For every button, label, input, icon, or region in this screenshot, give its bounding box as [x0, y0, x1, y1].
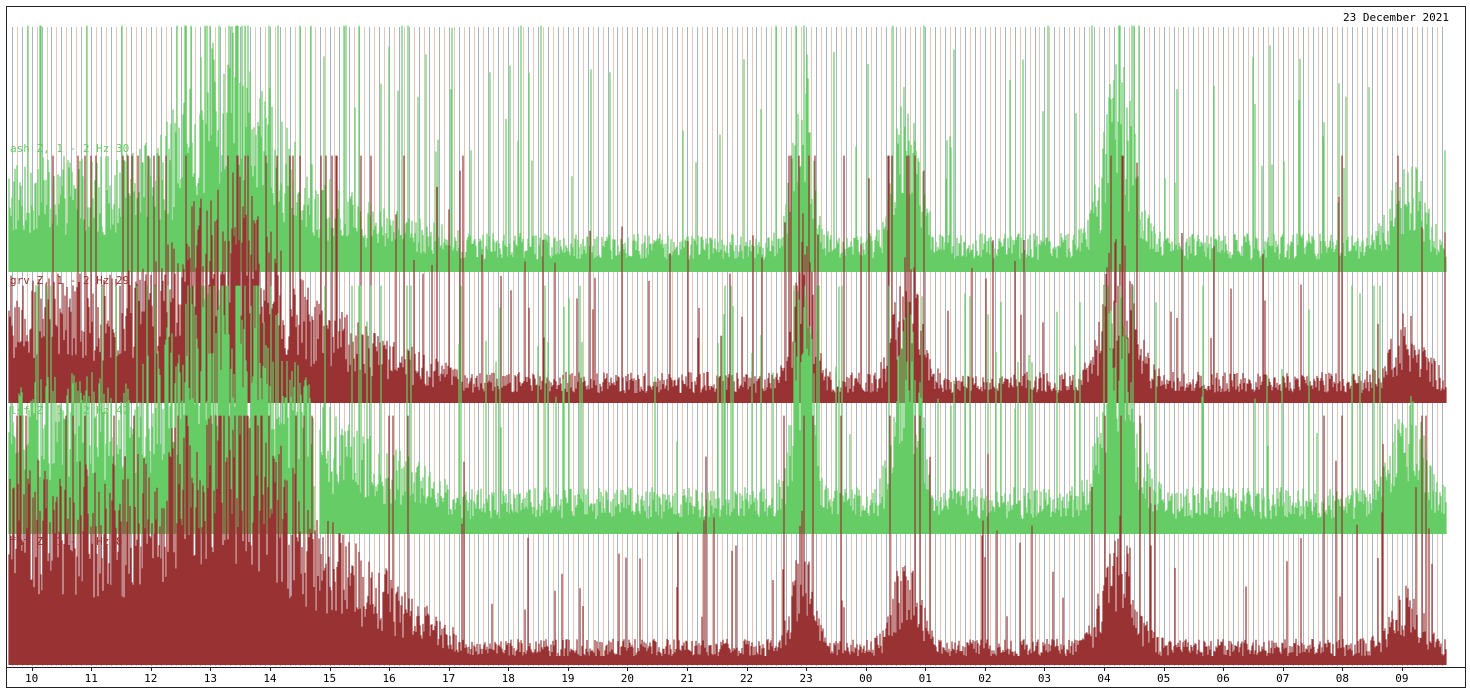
- series-floor: [9, 263, 1446, 272]
- x-tick-label: 10: [25, 672, 38, 685]
- x-tick-label: 14: [263, 672, 277, 685]
- series-floor: [9, 394, 1446, 403]
- x-tick-label: 07: [1276, 672, 1289, 685]
- x-tick-label: 12: [144, 672, 157, 685]
- x-tick-label: 19: [561, 672, 574, 685]
- x-tick-label: 00: [859, 672, 872, 685]
- series-faf: [8, 415, 1447, 665]
- x-tick-label: 05: [1157, 672, 1170, 685]
- series-floor: [9, 656, 1446, 665]
- x-axis-ticks: 10 11 12 13 14 15 16 17 18 19 20 21 22 23 00 01 02 03 04 05…: [25, 667, 1409, 685]
- x-tick-label: 03: [1038, 672, 1051, 685]
- x-tick-label: 06: [1217, 672, 1230, 685]
- x-tick-label: 08: [1336, 672, 1349, 685]
- x-tick-label: 02: [978, 672, 991, 685]
- station-labels-group: ash Z, 1 - 2 Hz 30 grv Z, 1 - 2 Hz 29 lsf …: [10, 142, 129, 548]
- x-tick-label: 09: [1395, 672, 1408, 685]
- x-tick-label: 20: [621, 672, 634, 685]
- x-tick-label: 15: [323, 672, 336, 685]
- x-tick-label: 11: [85, 672, 98, 685]
- x-tick-label: 21: [680, 672, 693, 685]
- x-tick-label: 01: [919, 672, 932, 685]
- x-tick-label: 17: [442, 672, 455, 685]
- series-label: grv Z, 1 - 2 Hz 29: [10, 274, 129, 287]
- series-label: lsf Z, 1 - 2 Hz 42: [10, 404, 129, 417]
- x-tick-label: 18: [502, 672, 515, 685]
- series-ash: [8, 25, 1447, 272]
- series-floor: [319, 525, 1447, 534]
- x-tick-label: 13: [204, 672, 217, 685]
- series-label: ash Z, 1 - 2 Hz 30: [10, 142, 129, 155]
- x-tick-label: 04: [1097, 672, 1111, 685]
- date-label: 23 December 2021: [1343, 11, 1449, 24]
- x-tick-label: 16: [382, 672, 395, 685]
- x-tick-label: 22: [740, 672, 753, 685]
- series-label: faf Z, 1 - 2 Hz 8: [10, 535, 123, 548]
- station-series-group: [8, 25, 1447, 665]
- x-tick-label: 23: [800, 672, 813, 685]
